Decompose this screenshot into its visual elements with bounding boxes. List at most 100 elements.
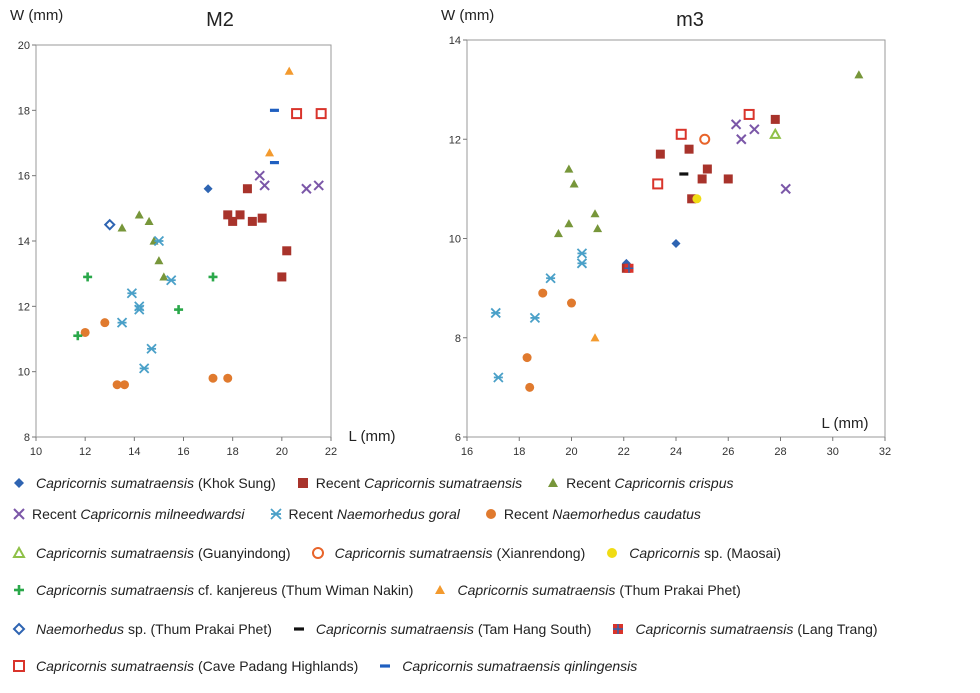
chart-title: M2	[206, 9, 234, 31]
x-tick-label: 18	[227, 446, 239, 458]
legend-item-naem_sp: Naemorhedus sp. (Thum Prakai Phet)	[12, 621, 272, 637]
data-point-rec_caud	[522, 353, 532, 363]
x-tick-label: 12	[79, 446, 91, 458]
legend-rest: (Guanyindong)	[197, 545, 291, 561]
data-point-rec_goral	[146, 343, 157, 354]
legend-item-langtrang: Capricornis sumatraensis (Lang Trang)	[611, 621, 878, 637]
data-point-rec_goral	[134, 304, 145, 315]
y-tick-label: 8	[455, 333, 461, 345]
data-point-rec_csum	[223, 210, 233, 220]
data-point-rec_cris	[117, 223, 127, 232]
data-point-rec_csum	[723, 174, 733, 184]
legend-row: Capricornis sumatraensis (Guanyindong) Cap…	[12, 541, 801, 565]
data-point-rec_goral	[545, 273, 556, 284]
legend-item-qinling: Capricornis sumatraensis qinlingensis	[378, 658, 641, 674]
legend-row: Capricornis sumatraensis (Khok Sung) Recen…	[12, 471, 758, 495]
legend-rest: (Thum Prakai Phet)	[619, 582, 741, 598]
legend-item-maosai: Capricornis sp. (Maosai)	[605, 545, 781, 561]
data-point-rec_goral	[529, 312, 541, 324]
data-point-rec_csum	[242, 184, 252, 194]
data-point-rec_cris	[553, 229, 563, 238]
legend-species: Capricornis	[629, 545, 701, 561]
legend-pre: Recent	[288, 506, 333, 522]
legend-item-rec_goral: Recent Naemorhedus goral	[269, 506, 464, 522]
data-point-padang	[315, 108, 327, 120]
legend-item-rec_miln: Recent Capricornis milneedwardsi	[12, 506, 249, 522]
data-point-rec_cris	[144, 216, 154, 225]
x-tick-label: 16	[461, 446, 473, 458]
y-tick-label: 12	[449, 134, 461, 146]
x-tick-label: 10	[30, 446, 42, 458]
legend-row: Capricornis sumatraensis cf. kanjereus (T…	[12, 578, 761, 602]
legend-marker-icon	[548, 478, 559, 487]
data-point-rec_miln	[301, 183, 312, 194]
plot-area-frame	[466, 39, 886, 438]
y-axis-label: W (mm)	[441, 7, 494, 24]
data-point-rec_goral	[493, 372, 504, 383]
legend-species: Capricornis sumatraensis	[36, 582, 194, 598]
legend-rest: (Cave Padang Highlands)	[197, 658, 359, 674]
data-point-rec_cris	[590, 209, 600, 218]
data-point-rec_cris	[564, 164, 574, 173]
legend-pre: Recent	[503, 506, 549, 522]
data-point-rec_goral	[153, 235, 165, 247]
legend-item-khok: Capricornis sumatraensis (Khok Sung)	[12, 475, 276, 491]
y-tick-label: 18	[18, 105, 30, 117]
legend-marker-icon	[607, 548, 618, 558]
legend-rest: (Tam Hang South)	[477, 621, 592, 637]
y-tick-label: 14	[449, 35, 461, 47]
y-tick-label: 10	[18, 367, 30, 379]
y-tick-label: 20	[18, 40, 30, 52]
data-point-maosai	[692, 194, 702, 204]
legend-marker-icon	[435, 585, 446, 594]
y-tick-label: 12	[18, 301, 30, 313]
data-point-rec_caud	[538, 288, 548, 298]
x-tick-label: 16	[177, 446, 189, 458]
data-point-rec_miln	[313, 180, 324, 191]
legend-item-rec_csum: Recent Capricornis sumatraensis	[296, 475, 526, 491]
legend-rest: cf. kanjereus (Thum Wiman Nakin)	[197, 582, 414, 598]
legend-rest: sp. (Maosai)	[704, 545, 782, 561]
legend-pre: Recent	[566, 475, 611, 491]
data-point-rec_miln	[730, 119, 742, 130]
x-tick-label: 22	[325, 446, 337, 458]
legend-row: Capricornis sumatraensis (Cave Padang Hig…	[12, 654, 661, 678]
legend-rest: (Khok Sung)	[197, 475, 276, 491]
data-point-rec_csum	[702, 164, 712, 174]
legend-item-rec_cris: Recent Capricornis crispus	[546, 475, 737, 491]
legend-species: Capricornis sumatraensis	[635, 621, 794, 637]
legend-marker-icon	[297, 478, 308, 488]
data-point-padang	[652, 178, 664, 190]
legend-item-padang: Capricornis sumatraensis (Cave Padang Hig…	[12, 658, 358, 674]
data-point-guany	[769, 127, 782, 139]
data-point-qinling	[269, 161, 279, 165]
legend-species: Naemorhedus caudatus	[552, 506, 701, 522]
data-point-wiman	[73, 331, 83, 341]
data-point-rec_cris	[154, 256, 164, 265]
data-point-rec_csum	[697, 174, 707, 184]
data-point-rec_csum	[282, 246, 292, 256]
data-point-rec_goral	[576, 258, 588, 269]
data-point-rec_goral	[576, 248, 588, 259]
x-tick-label: 30	[827, 446, 839, 458]
data-point-rec_caud	[100, 318, 110, 328]
data-point-rec_goral	[166, 275, 177, 286]
x-axis-label: L (mm)	[822, 415, 869, 432]
x-axis-label: L (mm)	[349, 428, 396, 445]
data-point-prakai	[265, 148, 275, 157]
data-point-rec_csum	[247, 216, 257, 226]
x-tick-label: 20	[565, 446, 577, 458]
y-tick-label: 10	[449, 234, 461, 246]
data-point-prakai	[590, 333, 600, 342]
data-point-padang	[743, 108, 755, 120]
data-point-rec_csum	[235, 210, 245, 220]
x-tick-label: 20	[276, 446, 288, 458]
legend-marker-icon	[13, 508, 25, 520]
data-point-rec_csum	[257, 213, 267, 223]
y-tick-label: 6	[455, 432, 461, 444]
data-point-rec_caud	[112, 380, 122, 390]
data-point-rec_csum	[684, 144, 694, 154]
legend-species: Capricornis sumatraensis	[315, 621, 474, 637]
